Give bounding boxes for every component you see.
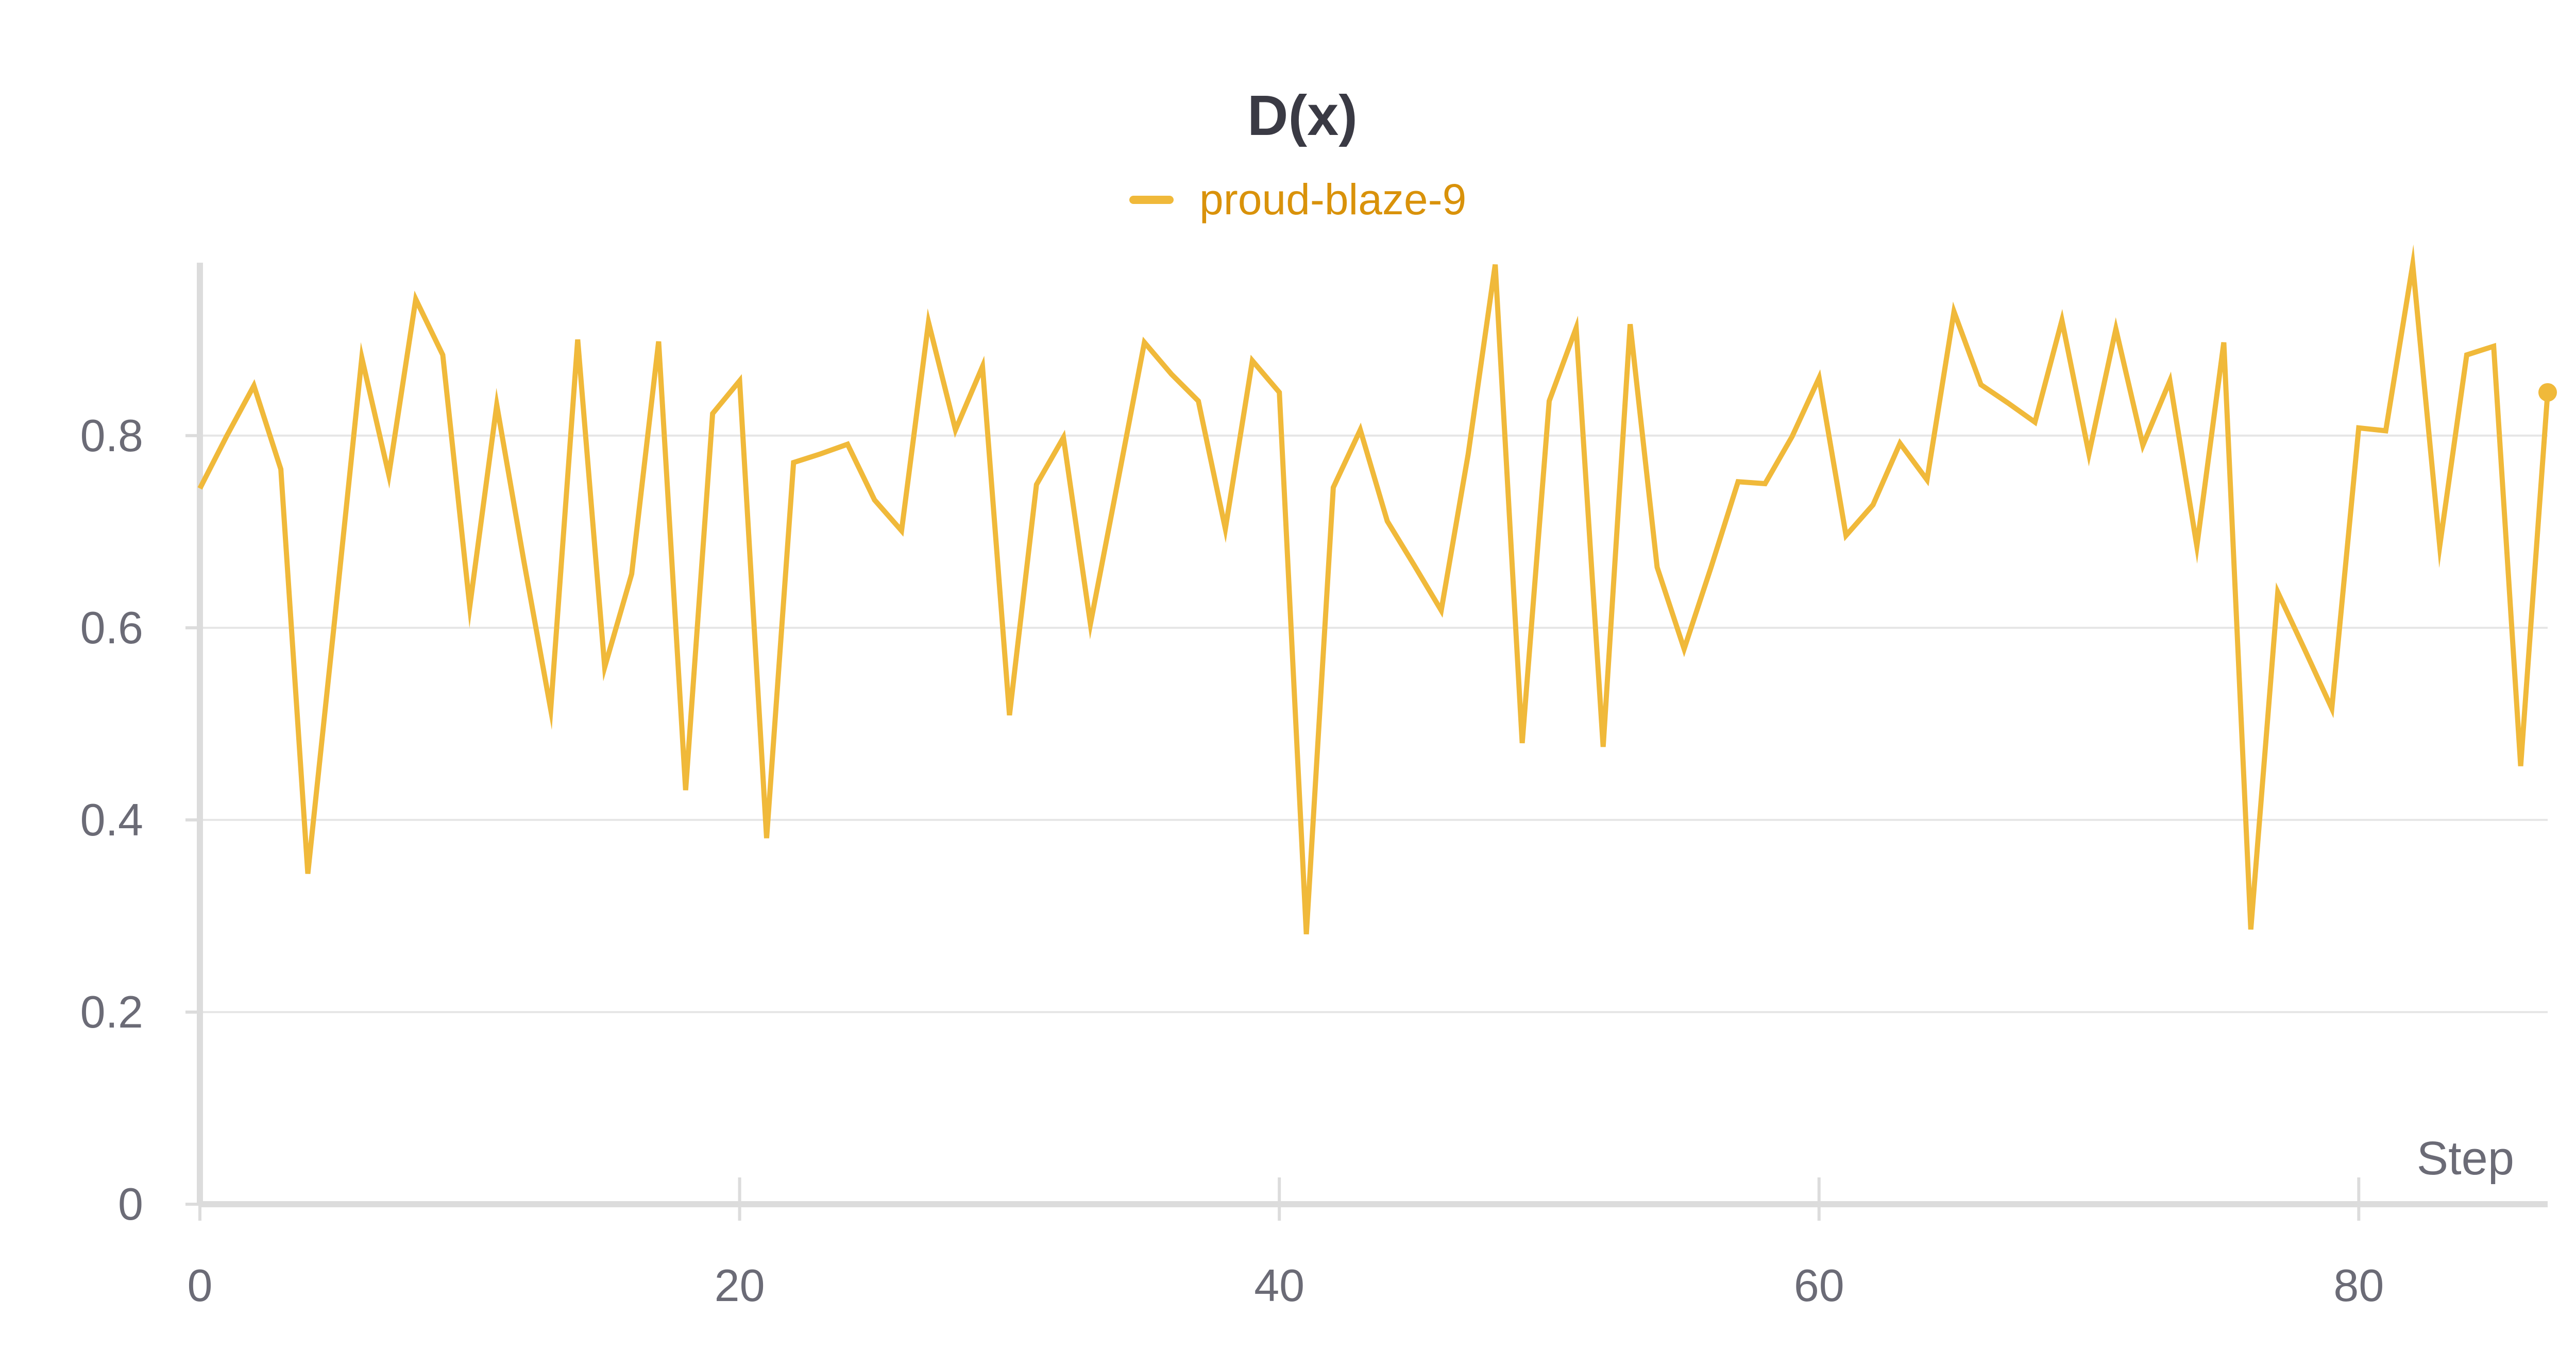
y-tick-label: 0 bbox=[118, 1178, 143, 1229]
series-line-proud-blaze-9[interactable] bbox=[197, 244, 2550, 935]
x-tick-label: 40 bbox=[1254, 1260, 1304, 1311]
x-axis-title: Step bbox=[2417, 1132, 2514, 1185]
legend[interactable]: proud-blaze-9 bbox=[1129, 175, 1466, 224]
gridlines bbox=[185, 434, 2548, 1206]
x-axis-tick-labels: 0 20 40 60 80 bbox=[188, 1177, 2384, 1311]
y-tick-label: 0.8 bbox=[80, 410, 143, 461]
chart-title: D(x) bbox=[1247, 84, 1358, 147]
y-tick-label: 0.6 bbox=[80, 602, 143, 653]
x-tick-label: 20 bbox=[715, 1260, 765, 1311]
series-layer[interactable] bbox=[197, 244, 2557, 935]
y-tick-label: 0.4 bbox=[80, 794, 143, 845]
x-tick-label: 80 bbox=[2333, 1260, 2384, 1311]
y-axis-tick-labels: 0 0.2 0.4 0.6 0.8 bbox=[80, 410, 143, 1229]
legend-label: proud-blaze-9 bbox=[1199, 175, 1466, 224]
x-tick-label: 60 bbox=[1794, 1260, 1844, 1311]
axes bbox=[197, 263, 2548, 1207]
series-last-point[interactable] bbox=[2538, 383, 2557, 402]
y-tick-label: 0.2 bbox=[80, 986, 143, 1037]
x-tick-label: 0 bbox=[188, 1260, 213, 1311]
